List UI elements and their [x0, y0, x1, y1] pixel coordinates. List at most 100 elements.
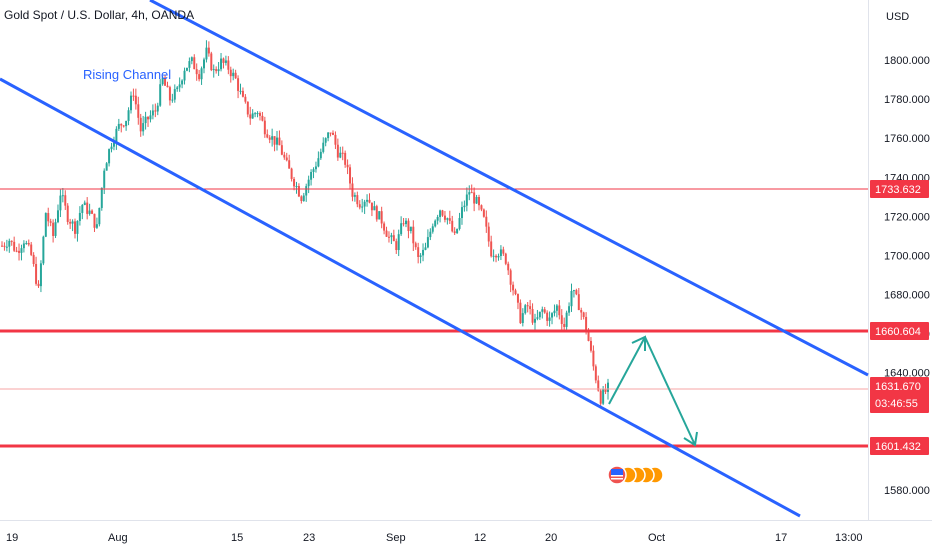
x-tick-label: 15 [231, 532, 243, 544]
candle [210, 51, 213, 72]
candle [424, 242, 427, 251]
candle [575, 288, 578, 296]
candle [278, 130, 281, 146]
candle [368, 193, 371, 204]
candle [25, 240, 28, 245]
candle [10, 240, 13, 246]
candle [324, 137, 327, 147]
candle [310, 169, 313, 186]
candle [258, 111, 261, 121]
candle [582, 311, 585, 320]
candle [422, 243, 425, 262]
candle [91, 209, 94, 215]
candle [168, 85, 171, 106]
candle [375, 204, 378, 222]
candle [392, 229, 395, 242]
candle [249, 106, 252, 125]
candle [538, 311, 541, 320]
candle [594, 364, 597, 384]
candle [8, 238, 11, 253]
x-tick-label: 12 [474, 532, 486, 544]
y-tick-label: 1800.000 [884, 55, 930, 67]
candle [27, 239, 30, 247]
x-tick-label: Sep [386, 532, 406, 544]
candle [353, 192, 356, 202]
candle [346, 159, 349, 175]
symbol-title[interactable]: Gold Spot / U.S. Dollar, 4h, OANDA [4, 8, 194, 22]
candle [543, 306, 546, 314]
candle [395, 238, 398, 254]
candle [212, 64, 215, 78]
candle [533, 313, 536, 331]
candle [220, 53, 223, 72]
candle [312, 167, 315, 179]
candle [105, 162, 108, 171]
candle [185, 67, 188, 72]
candle [531, 303, 534, 325]
candle [112, 136, 115, 151]
price-badge-1601-text: 1601.432 [875, 441, 921, 453]
candle [246, 101, 249, 118]
candle [387, 231, 390, 243]
candle [548, 311, 551, 327]
candle [156, 102, 159, 116]
candle [519, 299, 522, 324]
projection-down-path[interactable] [644, 336, 696, 446]
economic-events-icon[interactable] [607, 465, 664, 485]
candle [56, 204, 59, 224]
channel-label[interactable]: Rising Channel [83, 67, 171, 82]
candle [560, 309, 563, 332]
candle [295, 181, 298, 194]
candle [490, 235, 493, 258]
candle [66, 203, 69, 225]
candle [363, 199, 366, 214]
candle [458, 212, 461, 231]
candle [217, 62, 220, 76]
candle [463, 200, 466, 212]
candle [570, 283, 573, 312]
candle [414, 241, 417, 250]
candle [412, 220, 415, 251]
candle [159, 79, 162, 107]
candle [207, 41, 210, 57]
candle [20, 244, 23, 261]
candle [499, 245, 502, 261]
candle [390, 232, 393, 245]
candle [580, 307, 583, 320]
time-axis-ticks[interactable]: 19 Aug 15 23 Sep 12 20 Oct 17 13:00 [6, 532, 863, 544]
channel-lower-trendline[interactable] [0, 77, 801, 518]
candle [134, 88, 137, 110]
candle [154, 103, 157, 118]
candle [439, 209, 442, 223]
candle [409, 226, 412, 234]
candle [285, 152, 288, 162]
projection-up-path[interactable] [608, 336, 646, 405]
candle [344, 150, 347, 168]
candle [502, 246, 505, 256]
candle [273, 136, 276, 152]
candle [378, 211, 381, 220]
candle [71, 219, 74, 232]
arrow-down-head-icon [683, 431, 698, 447]
candle [122, 124, 125, 128]
candle [132, 88, 135, 101]
candle [339, 146, 342, 159]
candle [3, 242, 6, 251]
candle [261, 112, 264, 122]
candle [44, 212, 47, 238]
candle [188, 57, 191, 73]
candle [431, 223, 434, 234]
candle [193, 54, 196, 70]
candle [251, 109, 254, 119]
channel-upper-trendline[interactable] [149, 0, 869, 377]
candle [30, 241, 33, 257]
candle [151, 104, 154, 120]
candle [52, 219, 55, 243]
candle [176, 86, 179, 92]
candle [108, 148, 111, 167]
candle [305, 183, 308, 202]
candle [39, 260, 42, 293]
y-tick-label: 1640.000 [884, 368, 930, 380]
